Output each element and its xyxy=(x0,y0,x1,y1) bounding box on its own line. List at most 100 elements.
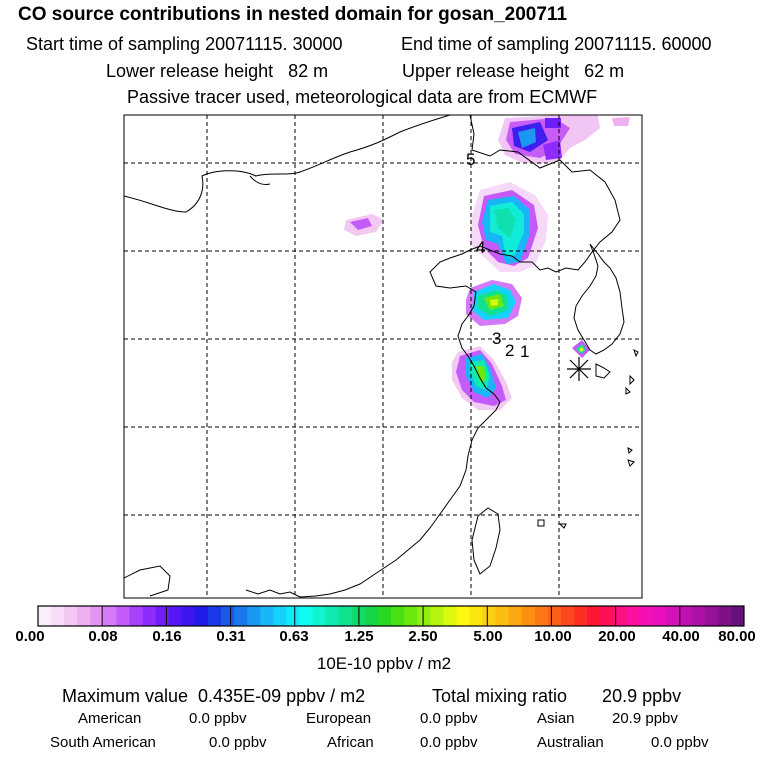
colorbar-swatch xyxy=(142,606,157,626)
colorbar-swatch xyxy=(286,606,300,626)
total-mixing-ratio: Total mixing ratio 20.9 ppbv xyxy=(432,686,682,706)
concentration-plume-3 xyxy=(466,280,522,326)
maximum-value: Maximum value 0.435E-09 ppbv / m2 xyxy=(62,686,366,706)
colorbar-swatch xyxy=(495,606,510,626)
colorbar-swatch xyxy=(90,606,104,626)
colorbar-tick-label: 0.16 xyxy=(152,628,182,645)
coastline xyxy=(124,115,639,598)
colorbar-tick-label: 80.00 xyxy=(718,628,756,645)
map-frame xyxy=(123,114,643,599)
colorbar-swatch xyxy=(64,606,78,626)
colorbar-swatch xyxy=(312,606,327,626)
lat-lon-grid xyxy=(124,115,642,598)
point-label-2: 2 xyxy=(505,341,514,360)
colorbar-swatch xyxy=(364,606,379,626)
colorbar-swatch xyxy=(103,606,117,626)
colorbar-swatch xyxy=(194,606,209,626)
colorbar-swatch xyxy=(116,606,130,626)
colorbar xyxy=(38,606,745,626)
african-label: African xyxy=(327,734,374,751)
colorbar-swatch xyxy=(325,606,340,626)
colorbar-tick-label: 10.00 xyxy=(534,628,572,645)
colorbar-swatch xyxy=(574,606,588,626)
colorbar-swatch xyxy=(181,606,196,626)
concentration-plume-4 xyxy=(470,182,548,272)
colorbar-swatch xyxy=(469,606,483,626)
point-label-5: 5 xyxy=(466,150,475,169)
start-time-label: Start time of sampling 20071115. 30000 xyxy=(26,34,343,54)
african-value: 0.0 ppbv xyxy=(420,734,478,751)
lower-release-label: Lower release height 82 m xyxy=(106,61,329,81)
colorbar-tick-label: 5.00 xyxy=(473,628,503,645)
colorbar-swatch xyxy=(338,606,353,626)
colorbar-swatch xyxy=(77,606,91,626)
colorbar-swatch xyxy=(613,606,627,626)
point-label-1: 1 xyxy=(520,342,529,361)
colorbar-swatch xyxy=(560,606,575,626)
colorbar-swatch xyxy=(129,606,143,626)
asterisk-receptor-icon xyxy=(567,357,591,381)
colorbar-swatch xyxy=(521,606,536,626)
colorbar-swatch xyxy=(273,606,287,626)
figure-title: CO source contributions in nested domain… xyxy=(18,4,568,25)
colorbar-swatch xyxy=(534,606,549,626)
colorbar-tick-label: 0.00 xyxy=(15,628,45,645)
european-label: European xyxy=(306,710,372,727)
point-label-4: 4 xyxy=(476,238,485,257)
colorbar-swatch xyxy=(639,606,653,626)
end-time-label: End time of sampling 20071115. 60000 xyxy=(401,34,712,54)
colorbar-swatch xyxy=(730,606,745,626)
colorbar-swatch xyxy=(38,606,52,626)
colorbar-swatch xyxy=(417,606,431,626)
colorbar-swatch xyxy=(247,606,261,626)
colorbar-swatch xyxy=(482,606,496,626)
point-label-3: 3 xyxy=(492,329,501,348)
colorbar-swatch xyxy=(430,606,444,626)
american-value: 0.0 ppbv xyxy=(189,710,247,727)
colorbar-swatch xyxy=(234,606,248,626)
colorbar-swatch xyxy=(717,606,732,626)
asian-value: 20.9 ppbv xyxy=(612,710,678,727)
upper-release-label: Upper release height 62 m xyxy=(402,61,625,81)
colorbar-tick-label: 0.08 xyxy=(88,628,118,645)
colorbar-swatch xyxy=(391,606,405,626)
colorbar-swatch xyxy=(404,606,418,626)
colorbar-tick-label: 0.63 xyxy=(279,628,309,645)
colorbar-swatch xyxy=(600,606,614,626)
colorbar-swatch xyxy=(299,606,313,626)
colorbar-tick-label: 0.31 xyxy=(216,628,246,645)
australian-label: Australian xyxy=(537,734,604,751)
tracer-note: Passive tracer used, meteorological data… xyxy=(127,87,598,107)
concentration-plume-north xyxy=(498,115,630,164)
colorbar-swatch xyxy=(155,606,170,626)
colorbar-swatch xyxy=(508,606,523,626)
colorbar-frame xyxy=(37,605,745,627)
colorbar-swatch xyxy=(260,606,274,626)
concentration-blob-korea xyxy=(572,340,590,358)
colorbar-swatch xyxy=(443,606,457,626)
colorbar-tick-label: 1.25 xyxy=(344,628,374,645)
colorbar-swatch xyxy=(691,606,706,626)
colorbar-swatch xyxy=(547,606,562,626)
colorbar-swatch xyxy=(207,606,222,626)
asian-label: Asian xyxy=(537,710,575,727)
american-label: American xyxy=(78,710,142,727)
colorbar-tick-label: 40.00 xyxy=(662,628,700,645)
colorbar-swatch xyxy=(377,606,392,626)
south-american-value: 0.0 ppbv xyxy=(209,734,267,751)
colorbar-swatch xyxy=(51,606,65,626)
colorbar-swatch xyxy=(587,606,601,626)
european-value: 0.0 ppbv xyxy=(420,710,478,727)
colorbar-tick-label: 20.00 xyxy=(598,628,636,645)
australian-value: 0.0 ppbv xyxy=(651,734,709,751)
colorbar-swatch xyxy=(704,606,719,626)
colorbar-swatch xyxy=(221,606,235,626)
south-american-label: South American xyxy=(50,734,156,751)
colorbar-swatch xyxy=(456,606,470,626)
concentration-blob-west xyxy=(344,214,384,236)
colorbar-swatch xyxy=(626,606,640,626)
colorbar-tick-label: 2.50 xyxy=(408,628,438,645)
colorbar-swatch xyxy=(678,606,693,626)
colorbar-units: 10E-10 ppbv / m2 xyxy=(316,654,452,673)
